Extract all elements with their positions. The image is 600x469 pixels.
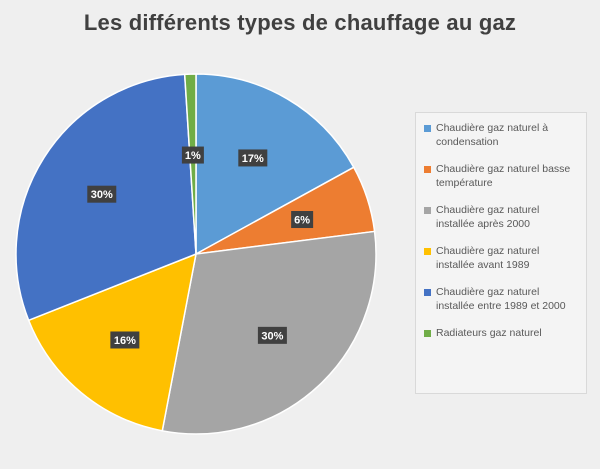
data-label-text: 17% [242,153,264,165]
legend-swatch [424,125,431,132]
legend-label: Chaudière gaz naturel installée après 20… [436,204,540,230]
data-label-text: 1% [185,150,201,162]
data-label-box [291,211,314,229]
legend-label: Radiateurs gaz naturel [436,327,542,339]
legend-swatch [424,166,431,173]
legend-label: Chaudière gaz naturel basse température [436,163,571,189]
data-label: 30% [257,326,287,344]
legend-label: Chaudière gaz naturel installée entre 19… [436,286,566,312]
legend-swatch [424,289,431,296]
data-label-box [87,185,117,203]
legend: Chaudière gaz naturel à condensation Chau… [415,112,587,394]
legend-swatch [424,248,431,255]
data-label: 30% [87,185,117,203]
legend-entry: Chaudière gaz naturel installée avant 19… [424,244,580,272]
data-label: 6% [291,211,314,229]
pie-slice [195,73,355,256]
legend-entry: Radiateurs gaz naturel [424,326,580,340]
data-label-box [181,146,204,164]
chart-title: Les différents types de chauffage au gaz [83,10,517,35]
data-label-text: 30% [91,189,113,201]
data-label: 1% [181,146,204,164]
data-label-text: 30% [261,330,283,342]
legend-entry: Chaudière gaz naturel à condensation [424,121,580,149]
data-label: 16% [110,331,140,349]
data-label-box [238,149,268,167]
legend-entry: Chaudière gaz naturel installée entre 19… [424,285,580,313]
legend-label: Chaudière gaz naturel installée avant 19… [436,245,540,271]
legend-entry: Chaudière gaz naturel installée après 20… [424,203,580,231]
data-label: 17% [238,149,268,167]
legend-swatch [424,207,431,214]
data-label-box [257,326,287,344]
legend-label: Chaudière gaz naturel à condensation [436,122,549,148]
data-label-text: 6% [294,215,310,227]
data-label-text: 16% [114,335,136,347]
legend-swatch [424,330,431,337]
data-label-box [110,331,140,349]
legend-entry: Chaudière gaz naturel basse température [424,162,580,190]
pie-slice [183,73,197,255]
